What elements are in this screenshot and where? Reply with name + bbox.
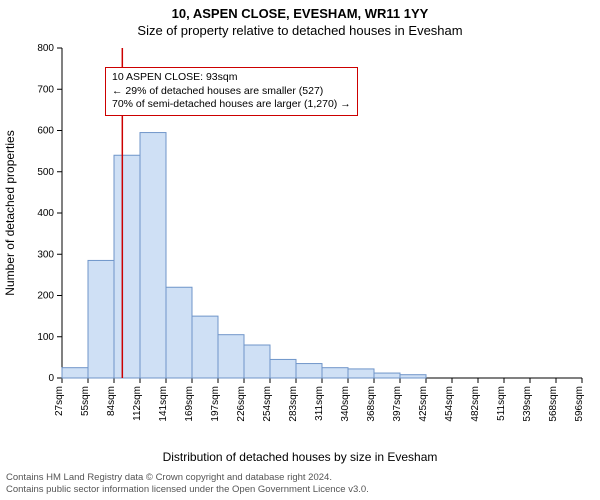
svg-text:700: 700 (37, 84, 54, 95)
svg-text:283sqm: 283sqm (288, 386, 299, 422)
svg-text:200: 200 (37, 291, 54, 302)
svg-text:311sqm: 311sqm (314, 386, 325, 421)
chart-area: 0 100 200 300 400 500 600 700 800 27sqm 55sqm 84sqm… (0, 40, 600, 450)
svg-text:454sqm: 454sqm (444, 386, 455, 422)
svg-text:539sqm: 539sqm (522, 386, 533, 422)
svg-text:368sqm: 368sqm (366, 386, 377, 422)
svg-text:800: 800 (37, 43, 54, 54)
svg-text:482sqm: 482sqm (470, 386, 481, 422)
svg-text:27sqm: 27sqm (54, 386, 65, 416)
svg-text:300: 300 (37, 249, 54, 260)
annotation-line-2: ← 29% of detached houses are smaller (52… (112, 85, 351, 99)
x-axis-label: Distribution of detached houses by size … (0, 450, 600, 464)
chart-supertitle: 10, ASPEN CLOSE, EVESHAM, WR11 1YY (0, 0, 600, 21)
footer-line-2: Contains public sector information licen… (6, 484, 594, 496)
annotation-line-3: 70% of semi-detached houses are larger (… (112, 98, 351, 112)
svg-text:112sqm: 112sqm (132, 386, 143, 421)
svg-text:55sqm: 55sqm (80, 386, 91, 416)
svg-text:397sqm: 397sqm (392, 386, 403, 422)
svg-text:Number of detached properties: Number of detached properties (3, 130, 17, 295)
svg-text:596sqm: 596sqm (574, 386, 585, 422)
chart-subtitle: Size of property relative to detached ho… (0, 21, 600, 40)
svg-text:0: 0 (48, 373, 54, 384)
svg-text:141sqm: 141sqm (158, 386, 169, 422)
svg-text:169sqm: 169sqm (184, 386, 195, 422)
svg-text:425sqm: 425sqm (418, 386, 429, 422)
svg-text:511sqm: 511sqm (496, 386, 507, 421)
footer-line-1: Contains HM Land Registry data © Crown c… (6, 472, 594, 484)
svg-text:197sqm: 197sqm (210, 386, 221, 422)
svg-text:400: 400 (37, 208, 54, 219)
footer-credits: Contains HM Land Registry data © Crown c… (6, 472, 594, 496)
svg-text:84sqm: 84sqm (106, 386, 117, 416)
svg-text:254sqm: 254sqm (262, 386, 273, 422)
svg-text:600: 600 (37, 126, 54, 137)
svg-text:226sqm: 226sqm (236, 386, 247, 422)
svg-text:100: 100 (37, 332, 54, 343)
svg-text:500: 500 (37, 167, 54, 178)
svg-text:568sqm: 568sqm (548, 386, 559, 422)
annotation-box: 10 ASPEN CLOSE: 93sqm ← 29% of detached … (105, 67, 358, 116)
annotation-line-1: 10 ASPEN CLOSE: 93sqm (112, 71, 351, 85)
svg-text:340sqm: 340sqm (340, 386, 351, 422)
